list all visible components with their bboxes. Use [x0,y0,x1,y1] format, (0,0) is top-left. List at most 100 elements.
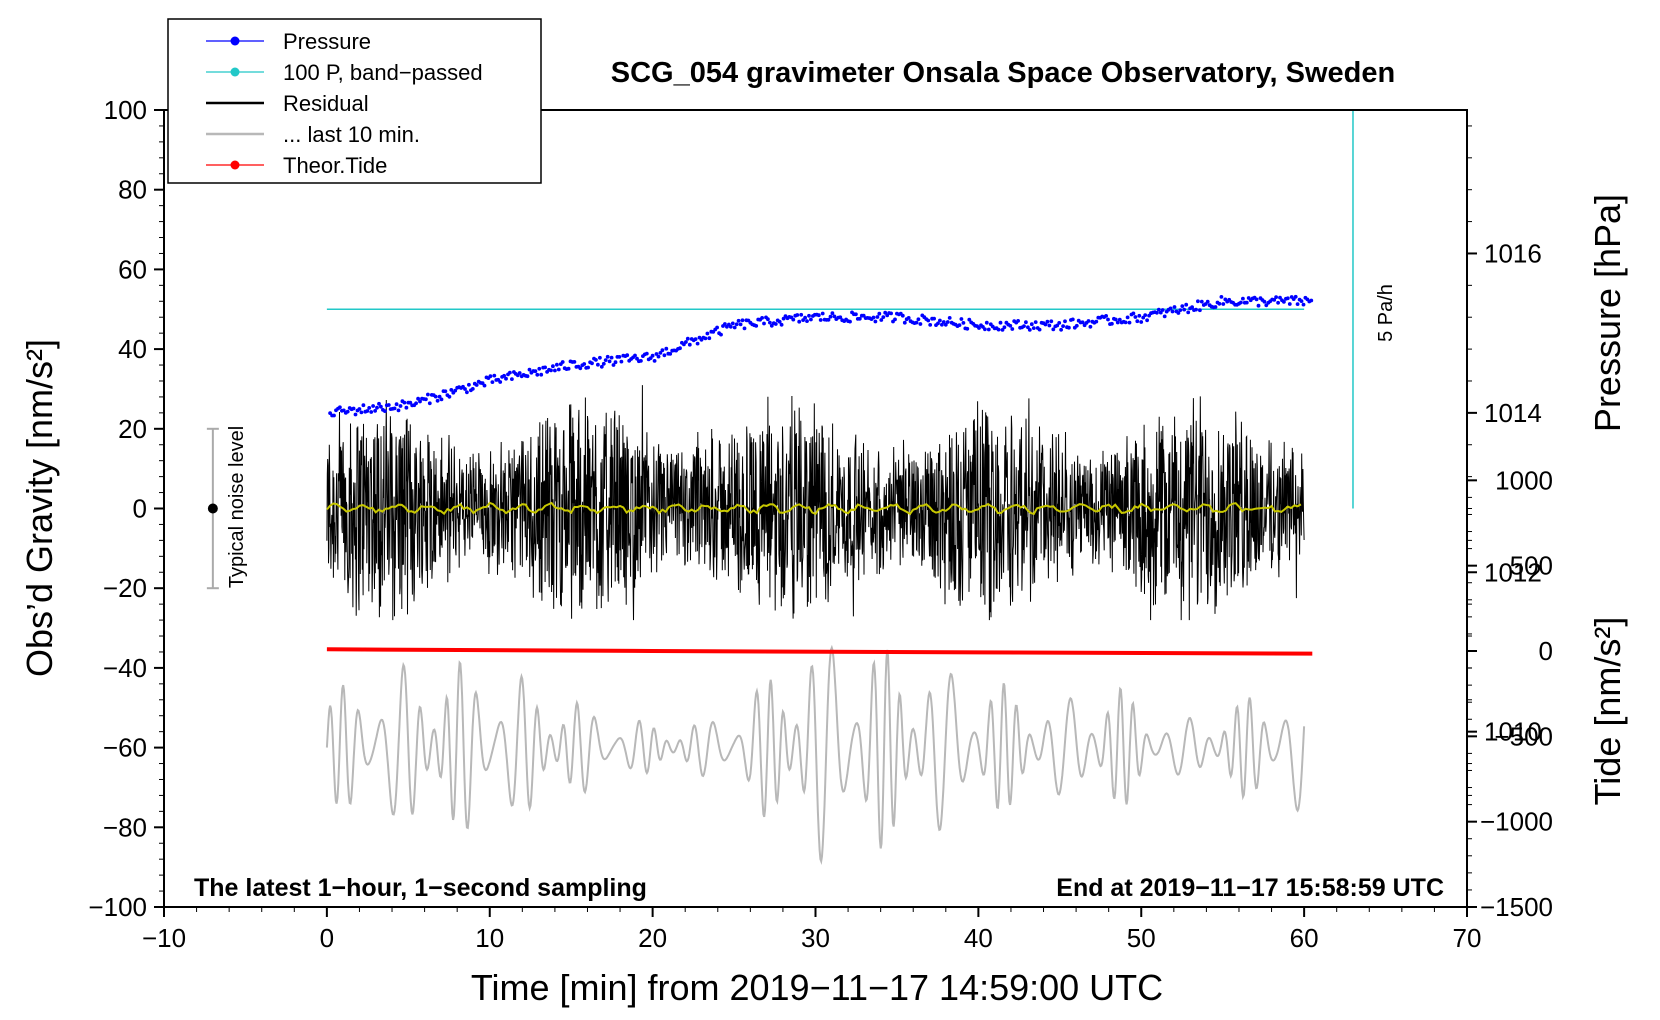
pressure-point [535,372,540,377]
pressure-point [1008,323,1013,328]
pressure-point [967,317,972,322]
pressure-point [465,390,469,395]
pressure-point [943,322,948,327]
pressure-point [1217,301,1222,306]
pressure-point [1027,328,1032,332]
pressure-point [986,327,991,332]
pressure-point [369,410,374,414]
pressure-point [877,311,882,316]
legend-box [167,18,542,184]
pressure-point [1051,327,1056,332]
pressure-point [605,354,610,359]
pressure-tick-label: 1016 [1484,238,1542,268]
legend: Pressure 100 P, band−passed Residual ... la… [167,18,542,184]
pressure-point [926,318,931,323]
pressure-point [1244,300,1249,305]
pressure-point [957,323,962,327]
pressure-point [1123,320,1128,325]
pressure-point [537,366,542,371]
pressure-point [1016,319,1020,323]
pressure-point [728,324,733,329]
pressure-point [732,325,737,330]
pressure-point [695,341,700,346]
pressure-point [1002,325,1007,330]
rate-label: 5 Pa/h [1375,284,1397,342]
legend-label: ... last 10 min. [283,122,420,147]
y-tick-label: −80 [103,812,147,842]
pressure-point [1190,305,1194,310]
annotation-end-time: End at 2019−11−17 15:58:59 UTC [1056,874,1444,902]
pressure-point [668,352,673,356]
y-tick-label: 60 [118,254,147,284]
pressure-point [1219,295,1224,299]
pressure-point [603,358,608,362]
pressure-point [1117,317,1122,322]
pressure-point [1293,294,1298,299]
pressure-point [1254,297,1259,302]
pressure-point [719,332,723,337]
pressure-tick-label: 1014 [1484,398,1542,428]
pressure-point [408,400,413,405]
pressure-point [773,322,778,326]
pressure-point [768,320,772,325]
pressure-point [1198,308,1202,313]
pressure-point [394,402,399,407]
pressure-point [1113,317,1118,322]
pressure-point [1299,299,1304,303]
pressure-point [1135,319,1140,324]
pressure-point [639,359,643,363]
pressure-point [1221,302,1226,306]
tide-tick-label: 0 [1539,636,1553,666]
pressure-point [502,373,506,378]
pressure-point [474,383,479,387]
pressure-point [1057,321,1062,325]
pressure-point [1067,325,1071,330]
pressure-point [555,362,559,367]
pressure-point [517,371,522,375]
pressure-point [1213,305,1218,309]
y-axis-label-pressure: Pressure [hPa] [1587,194,1628,432]
y-axis-label-tide: Tide [nm/s²] [1587,617,1628,806]
pressure-point [427,401,432,406]
pressure-point [1158,310,1163,315]
pressure-point [1094,319,1099,324]
pressure-point [961,321,966,325]
pressure-point [1133,315,1138,319]
pressure-point [392,406,397,411]
pressure-point [345,409,350,414]
pressure-point [609,355,614,360]
pressure-point [1176,311,1181,315]
pressure-point [1070,317,1075,322]
legend-label: Pressure [283,29,371,54]
pressure-point [1043,322,1048,327]
pressure-point [1205,299,1210,304]
pressure-point [396,408,401,413]
legend-label: Theor.Tide [283,153,387,178]
pressure-point [766,317,770,322]
pressure-point [936,321,940,326]
pressure-point [1059,327,1063,332]
pressure-point [1309,298,1314,303]
pressure-point [1088,324,1093,329]
pressure-point [760,316,764,320]
pressure-point [1127,320,1132,325]
pressure-point [357,407,362,411]
pressure-point [1276,300,1280,305]
pressure-point [367,406,372,410]
pressure-point [543,365,547,370]
pressure-point [707,336,712,341]
pressure-point [941,320,946,324]
pressure-point [492,373,497,378]
pressure-point [1182,307,1187,312]
pressure-point [740,318,745,323]
pressure-point [1186,310,1191,315]
pressure-point [371,404,375,408]
pressure-point [820,311,825,316]
pressure-point [1115,320,1120,325]
pressure-point [678,346,682,351]
pressure-point [918,322,923,326]
x-tick-label: 60 [1290,923,1319,953]
pressure-point [769,323,774,328]
pressure-point [1063,319,1067,324]
